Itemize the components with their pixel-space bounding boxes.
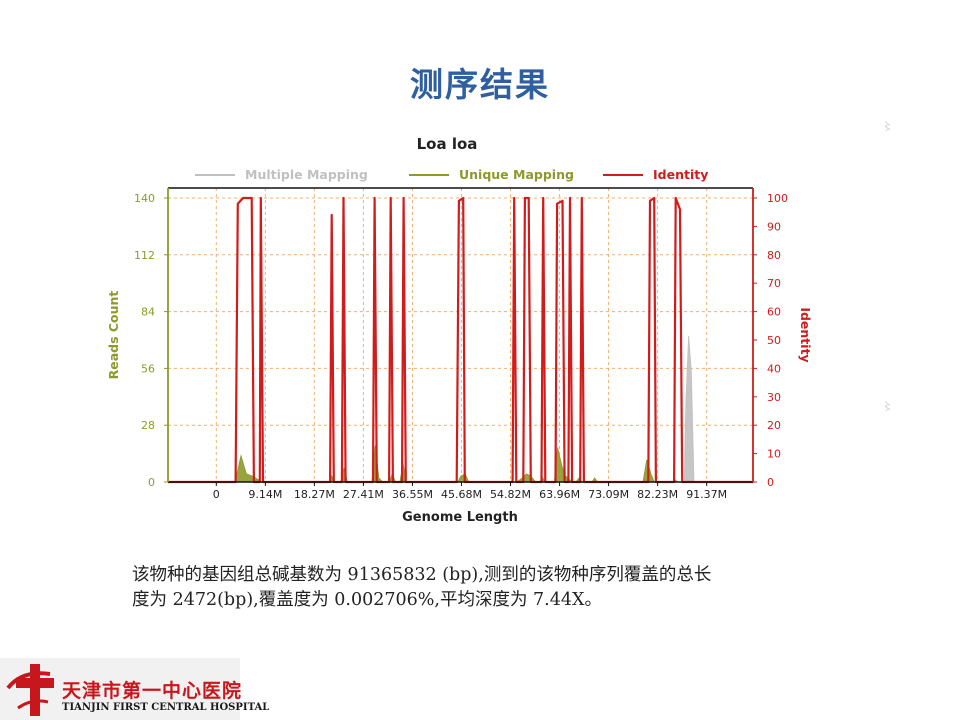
summary-line-1: 该物种的基因组总碱基数为 91365832 (bp),测到的该物种序列覆盖的总长 — [132, 565, 712, 585]
decorative-mark: 〻 — [882, 120, 893, 133]
chart-legend: Multiple Mapping Unique Mapping Identity — [195, 167, 708, 182]
x-tick-label: 27.41M — [343, 488, 384, 501]
hospital-logo-icon — [0, 658, 240, 720]
summary-line-2: 度为 2472(bp),覆盖度为 0.002706%,平均深度为 7.44X。 — [132, 590, 602, 610]
x-tick-label: 82.23M — [637, 488, 678, 501]
y2-tick-label: 90 — [767, 220, 781, 233]
decorative-mark: 〻 — [882, 400, 893, 413]
y2-tick-label: 40 — [767, 362, 781, 375]
plot-background — [168, 188, 753, 482]
x-tick-label: 0 — [213, 488, 220, 501]
y-tick-label: 28 — [141, 419, 155, 432]
y2-tick-label: 0 — [767, 476, 774, 489]
result-summary: 该物种的基因组总碱基数为 91365832 (bp),测到的该物种序列覆盖的总长… — [132, 563, 922, 613]
chart-grid — [168, 188, 753, 483]
y2-tick-label: 60 — [767, 306, 781, 319]
y2-tick-label: 10 — [767, 448, 781, 461]
chart-axes: 0 9.14M 18.27M 27.41M 36.55M 45.68M 54.82M 63.9… — [134, 187, 788, 501]
y-tick-label: 0 — [148, 476, 155, 489]
x-tick-label: 45.68M — [441, 488, 482, 501]
y2-tick-label: 30 — [767, 391, 781, 404]
y2-tick-label: 70 — [767, 277, 781, 290]
hospital-name-cn: 天津市第一中心医院 — [62, 680, 243, 702]
y2-tick-label: 100 — [767, 192, 788, 205]
page-title: 测序结果 — [410, 65, 550, 104]
reads-identity-chart: Loa loa Multiple Mapping Unique Mapping Id… — [106, 135, 813, 525]
x-axis-label: Genome Length — [402, 510, 518, 525]
x-tick-label: 73.09M — [588, 488, 629, 501]
y2-tick-label: 50 — [767, 334, 781, 347]
legend-label: Identity — [653, 167, 708, 182]
y-axis-label: Reads Count — [106, 291, 121, 380]
y2-tick-label: 80 — [767, 249, 781, 262]
y-tick-label: 56 — [141, 362, 155, 375]
y-tick-label: 84 — [141, 306, 155, 319]
x-tick-label: 36.55M — [392, 488, 433, 501]
x-tick-label: 54.82M — [490, 488, 531, 501]
chart-title: Loa loa — [417, 135, 478, 153]
x-tick-label: 18.27M — [294, 488, 335, 501]
hospital-name-en: TIANJIN FIRST CENTRAL HOSPITAL — [62, 702, 270, 713]
y-tick-label: 140 — [134, 192, 155, 205]
x-tick-label: 9.14M — [248, 488, 282, 501]
y2-tick-label: 20 — [767, 419, 781, 432]
legend-label: Unique Mapping — [459, 167, 574, 182]
y2-axis-label: Identity — [798, 307, 813, 362]
legend-label: Multiple Mapping — [245, 167, 368, 182]
x-tick-label: 91.37M — [686, 488, 727, 501]
y-tick-label: 112 — [134, 249, 155, 262]
x-tick-label: 63.96M — [539, 488, 580, 501]
